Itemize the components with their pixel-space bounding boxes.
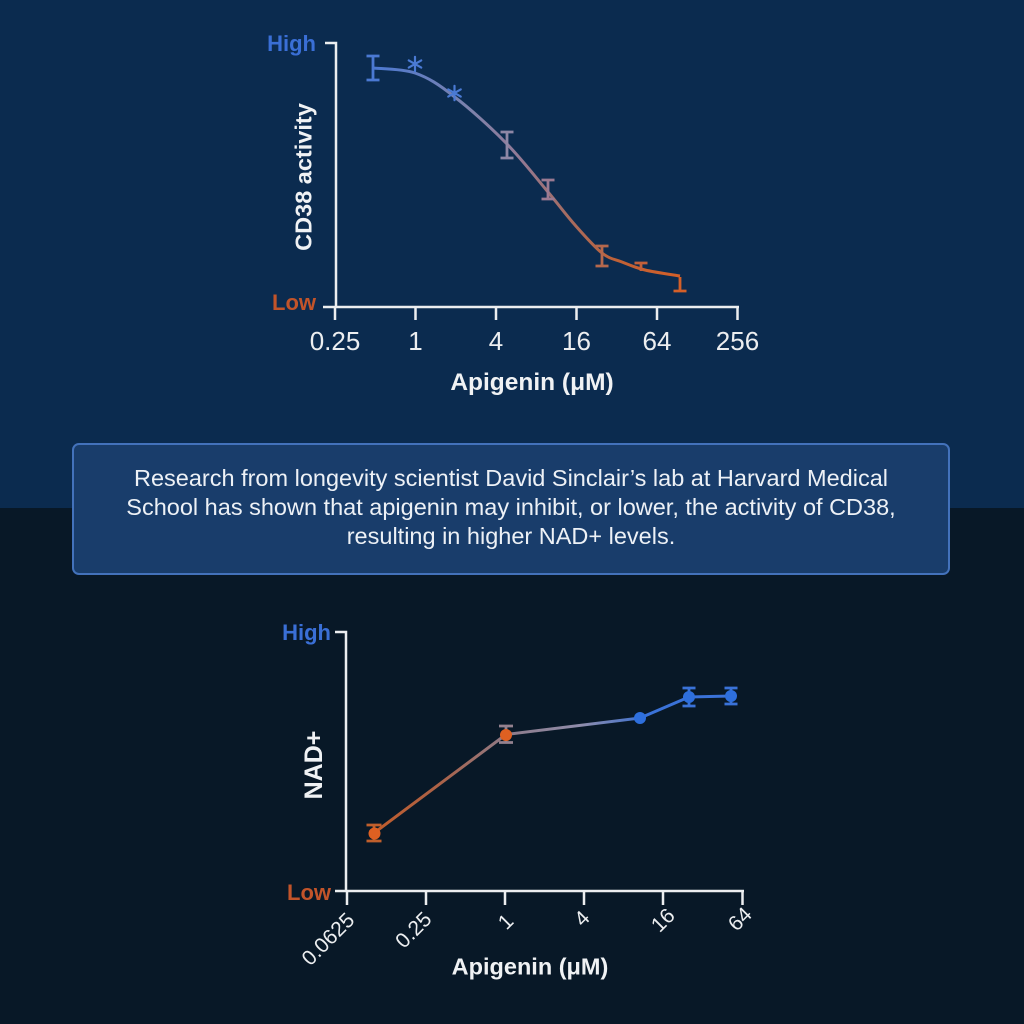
svg-text:1: 1 [408,326,422,356]
svg-text:256: 256 [716,326,759,356]
svg-text:4: 4 [570,906,595,931]
svg-text:Low: Low [272,290,317,315]
svg-text:0.0625: 0.0625 [298,909,360,971]
svg-text:16: 16 [647,904,680,937]
svg-text:16: 16 [562,326,591,356]
svg-text:CD38 activity: CD38 activity [291,103,317,251]
svg-text:NAD+: NAD+ [300,731,328,800]
svg-text:64: 64 [724,903,757,936]
svg-text:Low: Low [287,880,332,905]
svg-text:Apigenin (μM): Apigenin (μM) [452,954,609,980]
svg-text:0.25: 0.25 [391,908,436,953]
svg-text:64: 64 [643,326,672,356]
svg-text:4: 4 [489,326,503,356]
svg-text:High: High [282,620,331,645]
svg-text:1: 1 [494,910,519,935]
svg-text:High: High [267,31,316,56]
svg-text:0.25: 0.25 [310,326,361,356]
svg-text:Apigenin (μM): Apigenin (μM) [450,369,613,396]
